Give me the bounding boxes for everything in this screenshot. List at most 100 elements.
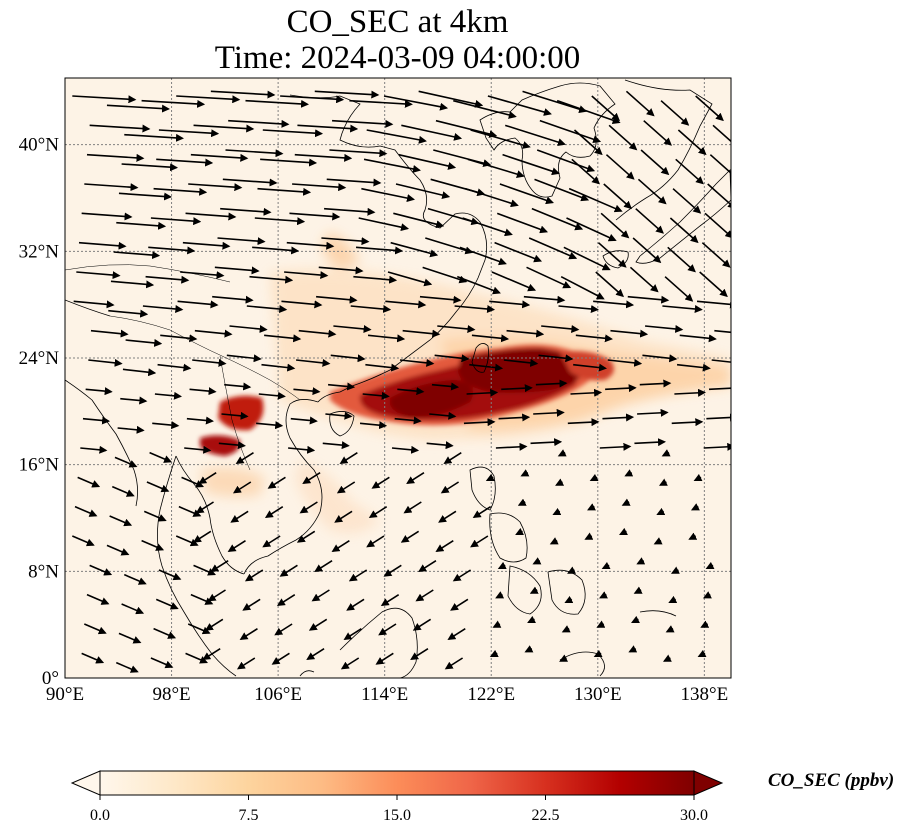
wind-arrow bbox=[394, 416, 422, 425]
wind-arrow bbox=[72, 95, 137, 104]
wind-arrow bbox=[643, 120, 672, 146]
wind-arrow bbox=[497, 561, 507, 570]
wind-arrow bbox=[122, 368, 157, 377]
wind-arrow bbox=[642, 354, 678, 363]
wind-arrow bbox=[267, 476, 286, 489]
wind-arrow bbox=[679, 334, 717, 343]
wind-arrow bbox=[327, 382, 356, 391]
lat-tick-label: 40°N bbox=[19, 135, 60, 156]
wind-arrow bbox=[184, 445, 212, 454]
wind-arrow bbox=[227, 539, 246, 553]
wind-arrow bbox=[495, 442, 528, 451]
wind-arrow bbox=[207, 589, 226, 602]
wind-arrow bbox=[593, 300, 635, 309]
wind-arrow bbox=[324, 207, 376, 216]
wind-arrow bbox=[596, 620, 606, 628]
wind-arrow bbox=[230, 510, 249, 523]
wind-arrow bbox=[193, 124, 255, 133]
wind-arrow bbox=[80, 445, 108, 454]
wind-arrow bbox=[189, 387, 217, 396]
wind-arrow bbox=[106, 544, 130, 556]
wind-arrow bbox=[502, 153, 560, 176]
wind-arrow bbox=[695, 95, 724, 122]
wind-arrow bbox=[89, 564, 113, 576]
wind-arrow bbox=[573, 363, 607, 372]
colorbar: 0.0 7.5 15.0 22.5 30.0 bbox=[70, 770, 724, 824]
wind-arrow bbox=[276, 593, 296, 607]
wind-arrow bbox=[88, 358, 123, 367]
wind-arrow bbox=[567, 566, 577, 574]
wind-arrow bbox=[466, 388, 499, 397]
wind-arrow bbox=[385, 300, 427, 309]
wind-arrow bbox=[367, 334, 406, 343]
wind-arrow bbox=[410, 647, 429, 661]
colorbar-label: CO_SEC (ppbv) bbox=[768, 770, 895, 791]
wind-arrow bbox=[330, 354, 366, 363]
wind-arrow bbox=[314, 90, 380, 99]
wind-arrow bbox=[501, 384, 533, 393]
wind-arrow bbox=[284, 271, 329, 280]
wind-arrow bbox=[123, 573, 147, 585]
wind-arrow bbox=[541, 324, 580, 333]
wind-arrow bbox=[640, 149, 670, 176]
wind-arrow bbox=[674, 388, 706, 397]
wind-arrow bbox=[563, 246, 611, 271]
wind-arrow bbox=[520, 469, 530, 477]
wind-arrow bbox=[296, 358, 331, 367]
wind-arrow bbox=[246, 305, 288, 313]
wind-arrow bbox=[288, 445, 316, 454]
wind-arrow bbox=[491, 271, 537, 292]
wind-arrow bbox=[529, 586, 539, 594]
wind-arrow bbox=[605, 384, 637, 393]
wind-arrow bbox=[526, 266, 572, 289]
wind-arrow bbox=[325, 411, 353, 420]
wind-arrow bbox=[470, 535, 489, 548]
wind-arrow bbox=[198, 471, 217, 485]
wind-arrow bbox=[353, 275, 398, 284]
wind-arrow bbox=[160, 334, 198, 343]
wind-arrow bbox=[704, 212, 731, 239]
wind-arrow bbox=[597, 242, 627, 268]
wind-arrow bbox=[111, 485, 135, 497]
wind-arrow bbox=[157, 363, 192, 372]
wind-arrow bbox=[403, 501, 422, 514]
wind-arrow bbox=[155, 598, 179, 610]
wind-arrow bbox=[450, 598, 469, 611]
wind-arrow bbox=[331, 539, 350, 553]
wind-arrow bbox=[192, 358, 227, 367]
wind-arrow bbox=[453, 99, 517, 119]
wind-arrow bbox=[333, 324, 372, 333]
wind-arrow bbox=[575, 334, 613, 343]
wind-arrow bbox=[212, 295, 254, 304]
wind-arrow bbox=[89, 124, 151, 133]
wind-arrow bbox=[158, 569, 182, 581]
wind-arrow bbox=[390, 241, 439, 258]
chart-title-line2: Time: 2024-03-09 04:00:00 bbox=[214, 40, 581, 76]
wind-arrow bbox=[225, 149, 284, 158]
wind-arrow bbox=[465, 187, 519, 208]
wind-arrow bbox=[78, 241, 127, 250]
wind-arrow bbox=[568, 187, 623, 213]
wind-arrow bbox=[348, 569, 368, 582]
wind-arrow bbox=[366, 535, 385, 548]
wind-arrow bbox=[637, 178, 667, 205]
wind-arrow bbox=[204, 618, 224, 631]
wind-arrow bbox=[228, 119, 290, 128]
wind-arrow bbox=[619, 527, 628, 536]
wind-arrow bbox=[714, 329, 731, 334]
wind-arrow bbox=[697, 649, 707, 658]
wind-arrow bbox=[271, 652, 290, 665]
wind-arrow bbox=[470, 129, 531, 149]
wind-arrow bbox=[73, 300, 115, 309]
colorbar-ticks: 0.0 7.5 15.0 22.5 30.0 bbox=[90, 795, 708, 824]
wind-arrow bbox=[279, 564, 298, 577]
longitude-labels: 90°E 98°E 106°E 114°E 122°E 130°E 138°E bbox=[46, 684, 728, 705]
wind-arrow bbox=[522, 90, 588, 113]
wind-arrow bbox=[567, 418, 600, 427]
wind-arrow bbox=[600, 212, 630, 239]
wind-arrow bbox=[340, 657, 360, 670]
wind-arrow bbox=[332, 119, 394, 128]
wind-arrow bbox=[711, 359, 731, 363]
lon-tick-label: 114°E bbox=[361, 684, 408, 705]
wind-arrow bbox=[557, 449, 567, 457]
